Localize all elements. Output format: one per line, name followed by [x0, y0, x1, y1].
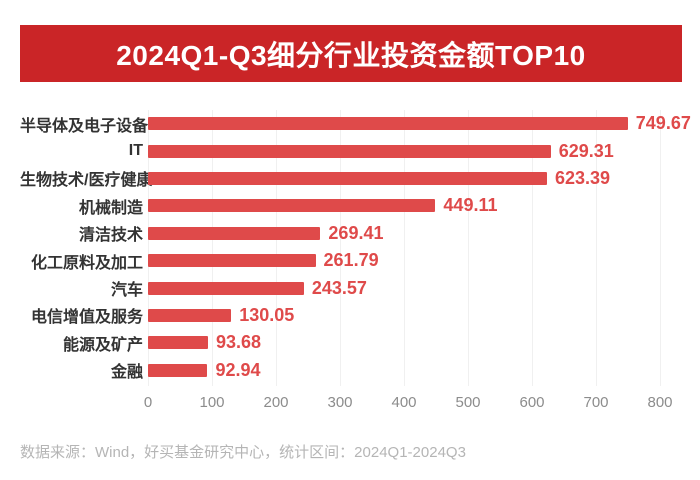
bar-zone: 261.79	[148, 250, 690, 271]
page-title: 2024Q1-Q3细分行业投资金额TOP10	[116, 39, 586, 71]
x-tick-label: 0	[143, 394, 153, 411]
bar-zone: 629.31	[148, 141, 690, 162]
category-label: 金融	[110, 364, 143, 382]
bar-zone: 92.94	[148, 360, 690, 381]
x-tick-label: 100	[199, 394, 225, 411]
bar-row: 电信增值及服务 130.05	[20, 302, 690, 329]
bar	[148, 117, 628, 131]
value-label: 629.31	[558, 140, 614, 161]
bar	[148, 363, 208, 377]
bar-zone: 623.39	[148, 168, 690, 189]
bar-zone: 130.05	[148, 305, 690, 326]
bar-row: 半导体及电子设备 749.67	[20, 110, 691, 137]
category-label: 电信增值及服务	[30, 309, 143, 327]
x-tick-label: 500	[455, 394, 481, 411]
category-label: 化工原料及加工	[30, 254, 143, 272]
bar	[148, 308, 232, 322]
x-tick-label: 300	[327, 394, 353, 411]
category-label: 生物技术/医疗健康	[20, 172, 153, 190]
title-banner: 2024Q1-Q3细分行业投资金额TOP10	[20, 25, 682, 82]
value-label: 749.67	[635, 113, 691, 134]
value-label: 130.05	[239, 304, 295, 325]
bar	[148, 254, 316, 268]
bar-zone: 243.57	[148, 278, 690, 299]
category-label: 汽车	[110, 282, 143, 300]
value-label: 449.11	[443, 195, 498, 216]
bar	[148, 281, 304, 295]
bar	[148, 171, 547, 185]
category-label: IT	[128, 142, 143, 160]
bar-row: IT 629.31	[20, 137, 690, 164]
bar-zone: 93.68	[148, 332, 690, 353]
bar-row: 金融 92.94	[20, 357, 690, 384]
category-label: 能源及矿产	[62, 336, 143, 354]
bar-row: 清洁技术 269.41	[20, 220, 690, 247]
x-tick-label: 200	[263, 394, 289, 411]
source-note: 数据来源：Wind，好买基金研究中心，统计区间：2024Q1-2024Q3	[20, 444, 466, 461]
bar-row: 化工原料及加工 261.79	[20, 247, 690, 274]
category-label: 半导体及电子设备	[20, 117, 149, 135]
bar-row: 生物技术/医疗健康 623.39	[20, 165, 690, 192]
bar-row: 机械制造 449.11	[20, 192, 690, 219]
value-label: 623.39	[554, 167, 611, 188]
bar-row: 汽车 243.57	[20, 274, 690, 301]
x-tick-label: 600	[519, 394, 545, 411]
bar	[148, 199, 436, 213]
category-label: 清洁技术	[78, 227, 143, 245]
bar	[148, 144, 551, 158]
bar-zone: 269.41	[148, 223, 690, 244]
value-label: 243.57	[311, 277, 367, 298]
bar	[148, 226, 321, 240]
value-label: 261.79	[323, 250, 379, 271]
bar	[148, 336, 208, 350]
bar-row: 能源及矿产 93.68	[20, 329, 690, 356]
value-label: 269.41	[328, 222, 384, 243]
bar-zone: 749.67	[148, 113, 691, 134]
x-tick-label: 700	[583, 394, 609, 411]
x-axis: 0 100 200 300 400 500 600 700 800	[144, 394, 673, 412]
x-tick-label: 400	[391, 394, 417, 411]
bar-zone: 449.11	[148, 195, 690, 216]
x-tick-label: 800	[647, 394, 673, 411]
plot-rows: 半导体及电子设备 749.67 IT 629.31 生物技术/医疗健康 623.39 机械制…	[20, 110, 691, 384]
value-label: 92.94	[215, 359, 261, 380]
bar-chart: 半导体及电子设备 749.67 IT 629.31 生物技术/医疗健康 623.39 机械制…	[20, 110, 691, 420]
value-label: 93.68	[215, 332, 261, 353]
category-label: 机械制造	[78, 199, 143, 217]
